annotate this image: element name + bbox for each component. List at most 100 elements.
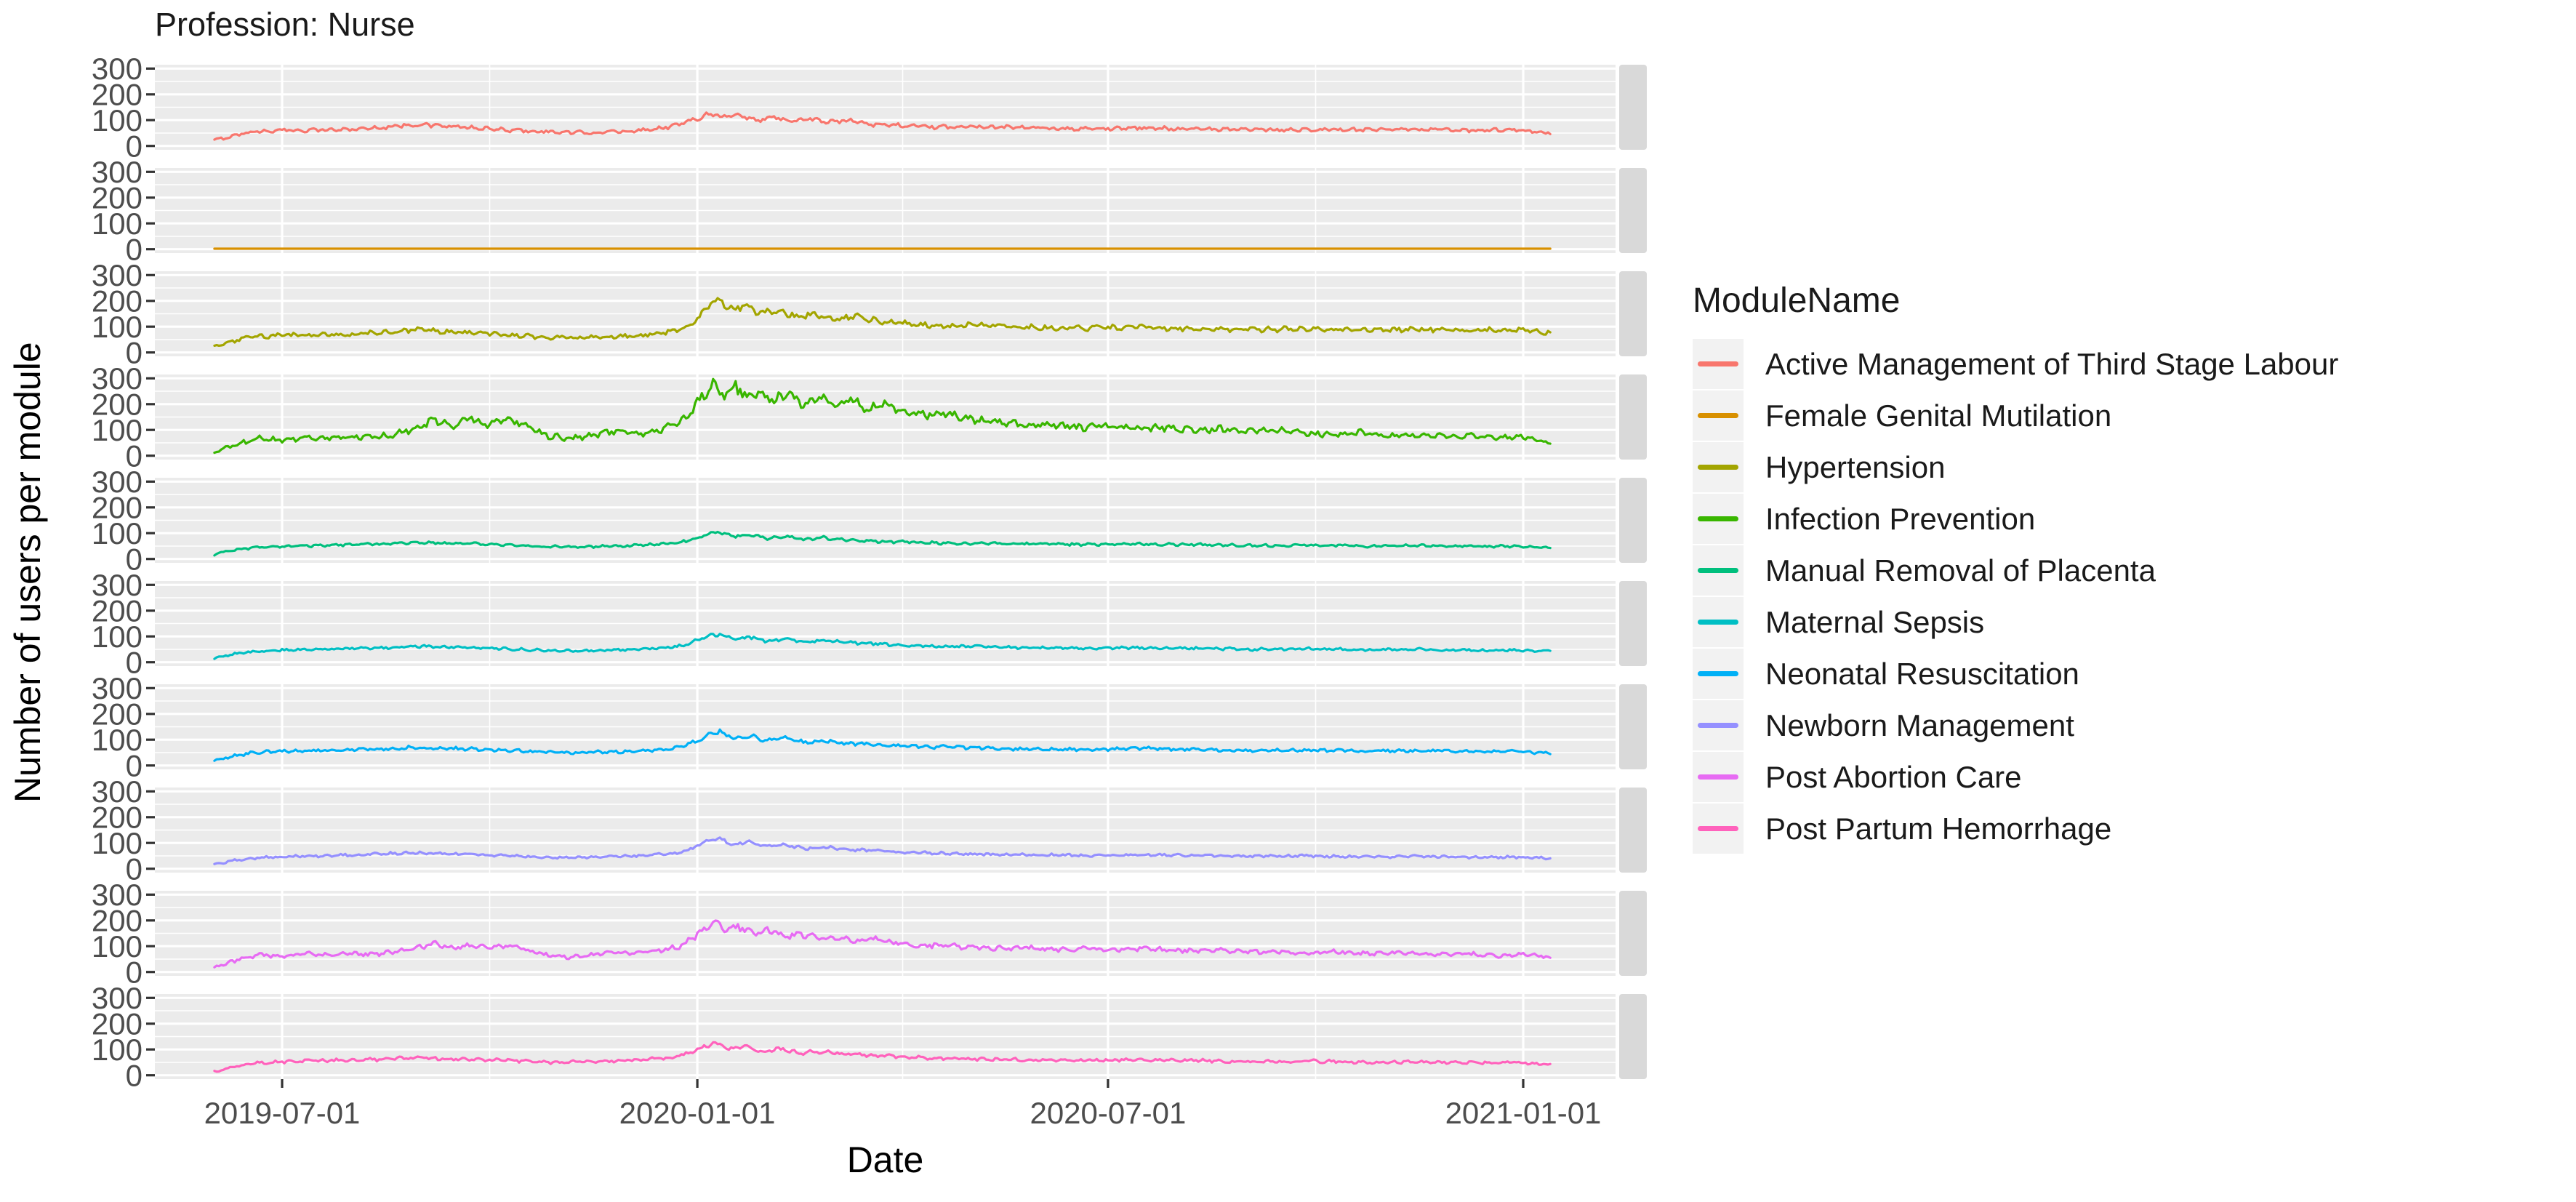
legend-key-line-icon — [1698, 361, 1738, 366]
legend-item: Manual Removal of Placenta — [1693, 545, 2338, 596]
y-tick-label: 100 — [92, 929, 143, 963]
facet-strip — [1619, 788, 1647, 873]
y-tick-label: 0 — [126, 438, 143, 473]
facet-strip — [1619, 374, 1647, 460]
x-tick-label: 2021-01-01 — [1445, 1096, 1602, 1130]
y-tick-label: 300 — [92, 155, 143, 189]
y-tick-label: 200 — [92, 181, 143, 215]
series-line — [213, 633, 1552, 660]
legend-item: Female Genital Mutilation — [1693, 390, 2338, 441]
facet-strip — [1619, 168, 1647, 253]
legend-key-line-icon — [1698, 774, 1738, 780]
y-tick-label: 100 — [92, 516, 143, 550]
legend-item: Hypertension — [1693, 441, 2338, 493]
legend-key-swatch — [1693, 339, 1744, 389]
series-line — [213, 836, 1552, 865]
y-tick-label: 300 — [92, 774, 143, 809]
legend-item: Infection Prevention — [1693, 493, 2338, 545]
y-tick-label: 0 — [126, 542, 143, 576]
x-tick-label: 2020-07-01 — [1030, 1096, 1186, 1130]
legend-item: Post Abortion Care — [1693, 751, 2338, 803]
legend-item-label: Infection Prevention — [1765, 501, 2036, 536]
y-tick-label: 0 — [126, 232, 143, 266]
y-tick-label: 100 — [92, 723, 143, 757]
legend-key-line-icon — [1698, 465, 1738, 470]
series-line — [213, 377, 1552, 454]
y-tick-label: 200 — [92, 697, 143, 732]
facet-strip — [1619, 478, 1647, 563]
legend-title: ModuleName — [1693, 281, 1901, 320]
y-tick-label: 100 — [92, 103, 143, 137]
legend-key-line-icon — [1698, 568, 1738, 573]
legend-key-swatch — [1693, 545, 1744, 596]
y-tick-label: 200 — [92, 801, 143, 835]
series-line — [213, 111, 1552, 141]
y-tick-label: 300 — [92, 52, 143, 86]
y-tick-label: 0 — [126, 1058, 143, 1092]
y-tick-label: 300 — [92, 671, 143, 705]
legend-item-label: Active Management of Third Stage Labour — [1765, 346, 2339, 381]
y-tick-label: 100 — [92, 413, 143, 447]
y-tick-label: 0 — [126, 129, 143, 163]
x-axis-title: Date — [846, 1139, 924, 1180]
legend-key-line-icon — [1698, 516, 1738, 521]
y-tick-label: 200 — [92, 594, 143, 628]
y-tick-label: 300 — [92, 981, 143, 1015]
legend: ModuleName Active Management of Third St… — [1693, 281, 2338, 854]
y-tick-label: 200 — [92, 491, 143, 525]
facet-strip — [1619, 581, 1647, 666]
legend-item-label: Neonatal Resuscitation — [1765, 656, 2079, 691]
series-line — [213, 919, 1552, 969]
y-tick-label: 200 — [92, 388, 143, 422]
y-tick-label: 0 — [126, 955, 143, 989]
legend-item-label: Hypertension — [1765, 449, 1946, 484]
y-tick-label: 200 — [92, 284, 143, 318]
legend-item-label: Female Genital Mutilation — [1765, 398, 2112, 433]
y-tick-label: 300 — [92, 568, 143, 602]
y-tick-label: 100 — [92, 1033, 143, 1067]
legend-key-swatch — [1693, 494, 1744, 544]
legend-key-line-icon — [1698, 826, 1738, 831]
legend-item: Newborn Management — [1693, 700, 2338, 751]
legend-item-label: Post Partum Hemorrhage — [1765, 811, 2112, 846]
series-line — [213, 530, 1552, 557]
legend-key-swatch — [1693, 700, 1744, 750]
legend-key-line-icon — [1698, 620, 1738, 625]
legend-item-label: Maternal Sepsis — [1765, 604, 1985, 639]
y-tick-label: 100 — [92, 310, 143, 344]
x-tick-label: 2019-07-01 — [204, 1096, 361, 1130]
y-tick-label: 0 — [126, 645, 143, 679]
y-tick-label: 200 — [92, 1007, 143, 1041]
legend-item-label: Post Abortion Care — [1765, 759, 2022, 794]
y-tick-label: 300 — [92, 258, 143, 292]
legend-item-label: Manual Removal of Placenta — [1765, 553, 2156, 588]
y-tick-label: 200 — [92, 78, 143, 112]
legend-item: Maternal Sepsis — [1693, 596, 2338, 648]
y-tick-label: 300 — [92, 361, 143, 396]
series-line — [213, 1041, 1552, 1073]
legend-item: Active Management of Third Stage Labour — [1693, 338, 2338, 390]
facet-strip — [1619, 994, 1647, 1079]
legend-key-swatch — [1693, 597, 1744, 647]
facet-strip — [1619, 65, 1647, 150]
facet-strip — [1619, 684, 1647, 769]
legend-key-swatch — [1693, 390, 1744, 441]
legend-item: Post Partum Hemorrhage — [1693, 803, 2338, 854]
legend-key-swatch — [1693, 442, 1744, 492]
legend-key-swatch — [1693, 752, 1744, 802]
series-line — [213, 297, 1552, 347]
y-tick-label: 0 — [126, 335, 143, 369]
legend-key-line-icon — [1698, 671, 1738, 676]
legend-key-line-icon — [1698, 413, 1738, 418]
y-tick-label: 0 — [126, 852, 143, 886]
x-tick-label: 2020-01-01 — [619, 1096, 776, 1130]
legend-key-line-icon — [1698, 723, 1738, 728]
legend-items: Active Management of Third Stage Labour F… — [1693, 338, 2338, 854]
facet-strip — [1619, 891, 1647, 976]
y-tick-label: 0 — [126, 748, 143, 782]
legend-key-swatch — [1693, 649, 1744, 699]
y-tick-label: 100 — [92, 207, 143, 241]
